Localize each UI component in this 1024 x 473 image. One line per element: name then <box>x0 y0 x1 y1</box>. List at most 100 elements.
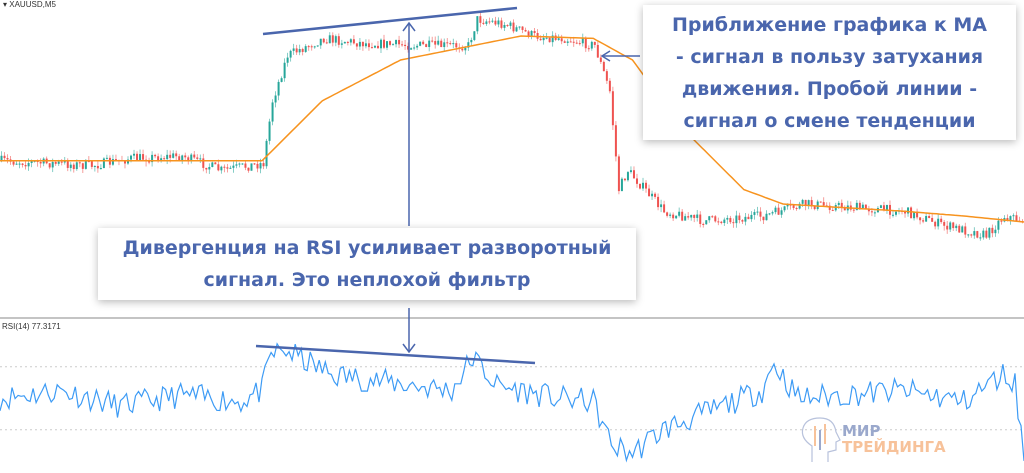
candle-body <box>925 216 928 222</box>
candle-body <box>843 208 846 211</box>
candle-body <box>298 49 301 53</box>
candle-body <box>184 155 187 158</box>
candle-body <box>51 161 54 168</box>
candle-body <box>196 157 199 159</box>
candle-body <box>922 220 925 222</box>
candle-body <box>268 121 271 141</box>
candle-body <box>425 44 428 47</box>
candle-body <box>154 154 157 157</box>
rsi-annotation-box: Дивергенция на RSI усиливает разворотный… <box>98 228 636 300</box>
candle-body <box>241 163 244 165</box>
candle-body <box>160 158 163 161</box>
candle-body <box>988 227 991 238</box>
candle-body <box>696 214 699 218</box>
candle-body <box>304 46 307 52</box>
candle-body <box>798 203 801 209</box>
candle-body <box>970 234 973 236</box>
candle-body <box>413 47 416 49</box>
candle-body <box>955 225 958 229</box>
candle-body <box>87 161 90 163</box>
candle-body <box>331 35 334 43</box>
candle-body <box>102 158 105 169</box>
candle-body <box>379 39 382 49</box>
candle-body <box>256 163 259 169</box>
candle-body <box>223 166 226 168</box>
candle-body <box>940 218 943 223</box>
candle-body <box>566 41 569 43</box>
candle-body <box>533 31 536 33</box>
candle-body <box>867 208 870 212</box>
candle-body <box>69 164 72 168</box>
candle-body <box>524 29 527 32</box>
candle-body <box>488 21 491 23</box>
candle-body <box>551 35 554 43</box>
candle-body <box>39 162 42 164</box>
candle-body <box>614 125 617 157</box>
candle-body <box>398 39 401 45</box>
candle-body <box>253 163 256 165</box>
candle-body <box>530 31 533 38</box>
candle-body <box>1015 215 1018 221</box>
candle-body <box>681 211 684 221</box>
candle-body <box>340 43 343 45</box>
candle-body <box>756 211 759 213</box>
candle-body <box>801 199 804 204</box>
candle-body <box>90 161 93 167</box>
price-trendline <box>262 6 518 36</box>
candle-body <box>608 80 611 92</box>
candle-body <box>422 41 425 45</box>
candle-body <box>27 163 30 167</box>
candle-body <box>214 162 217 165</box>
candle-body <box>473 31 476 40</box>
candle-body <box>967 234 970 236</box>
candle-body <box>675 215 678 219</box>
candle-body <box>292 48 295 51</box>
ma-annotation-box: Приближение графика к МА - сигнал в поль… <box>643 5 1016 140</box>
candle-body <box>277 81 280 96</box>
candle-body <box>352 39 355 44</box>
candle-body <box>879 205 882 208</box>
candle-body <box>310 46 313 48</box>
candle-body <box>373 45 376 48</box>
candle-body <box>891 214 894 216</box>
candle-body <box>262 163 265 167</box>
candle-body <box>99 168 102 170</box>
candle-body <box>202 158 205 168</box>
candle-body <box>542 37 545 41</box>
candle-body <box>870 211 873 213</box>
candle-body <box>334 36 337 43</box>
candle-body <box>934 221 937 227</box>
candle-body <box>1006 218 1009 221</box>
candle-body <box>762 216 765 221</box>
candle-body <box>181 155 184 161</box>
candle-body <box>419 41 422 46</box>
logo-line2: ТРЕЙДИНГА <box>842 438 946 456</box>
candle-body <box>759 211 762 217</box>
candle-body <box>741 220 744 222</box>
candle-body <box>114 159 117 161</box>
candle-body <box>440 40 443 48</box>
candle-body <box>873 212 876 214</box>
candle-body <box>753 212 756 215</box>
candle-body <box>286 57 289 63</box>
candle-body <box>584 37 587 49</box>
candle-body <box>795 208 798 210</box>
candle-body <box>301 49 304 52</box>
candle-body <box>54 161 57 164</box>
candle-body <box>96 165 99 169</box>
candle-body <box>937 218 940 227</box>
candle-body <box>130 155 133 160</box>
candle-body <box>461 48 464 51</box>
candle-body <box>527 31 530 38</box>
candle-body <box>563 41 566 43</box>
candle-body <box>410 48 413 50</box>
candle-body <box>714 216 717 222</box>
candle-body <box>943 222 946 226</box>
candle-body <box>931 217 934 222</box>
rsi-trendline <box>255 344 536 365</box>
candle-body <box>235 164 238 166</box>
candle-body <box>220 166 223 171</box>
candle-body <box>512 22 515 32</box>
candle-body <box>470 39 473 43</box>
candle-body <box>211 162 214 167</box>
